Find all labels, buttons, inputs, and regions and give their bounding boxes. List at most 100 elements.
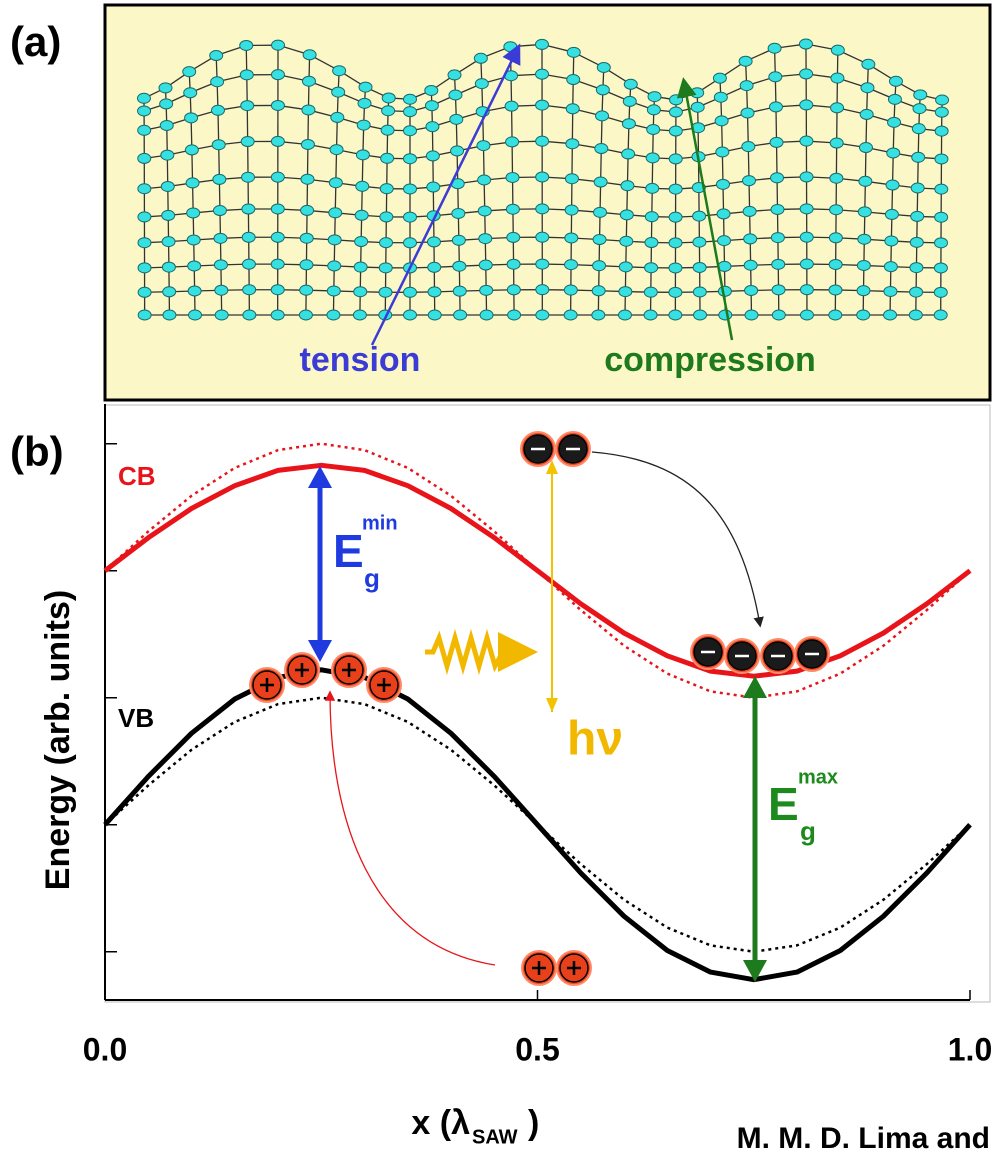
- atom: [534, 38, 549, 50]
- bond: [599, 148, 602, 183]
- atom: [742, 175, 757, 187]
- atom: [186, 207, 201, 219]
- atom: [934, 106, 949, 118]
- atom: [883, 309, 898, 321]
- bond: [865, 114, 868, 148]
- atom: [715, 178, 730, 190]
- atom: [535, 99, 550, 111]
- atom: [643, 286, 658, 298]
- atom: [860, 82, 875, 94]
- atom: [452, 285, 467, 297]
- atom: [449, 113, 464, 125]
- atom: [713, 91, 728, 103]
- panel-label: (b): [10, 428, 64, 475]
- atom: [593, 176, 608, 188]
- compression-label: compression: [604, 341, 816, 379]
- atom: [770, 203, 785, 215]
- atom: [184, 112, 199, 124]
- atom: [302, 49, 317, 61]
- atom: [644, 237, 659, 249]
- x-tick-label: 1.0: [948, 1031, 992, 1067]
- atom: [668, 183, 683, 195]
- atom: [693, 309, 708, 321]
- atom: [242, 284, 257, 296]
- atom: [507, 309, 522, 321]
- tension-label: tension: [300, 341, 421, 379]
- atom: [379, 183, 394, 195]
- atom: [646, 104, 661, 116]
- atom: [137, 105, 152, 117]
- atom: [270, 203, 285, 215]
- atom: [241, 258, 256, 270]
- atom: [643, 309, 658, 321]
- atom: [857, 233, 872, 245]
- atom: [270, 99, 285, 111]
- atom: [161, 261, 176, 273]
- atom: [743, 233, 758, 245]
- atom: [744, 284, 759, 296]
- atom: [885, 179, 900, 191]
- atom: [403, 309, 417, 321]
- atom: [738, 55, 753, 67]
- eg-min-sub: g: [364, 563, 380, 593]
- atom: [856, 309, 871, 321]
- atom: [212, 205, 227, 217]
- atom: [934, 237, 949, 249]
- atom: [565, 103, 580, 115]
- atom: [328, 207, 343, 219]
- atom: [240, 100, 255, 112]
- atom: [742, 205, 757, 217]
- atom: [535, 68, 550, 80]
- atom: [379, 237, 394, 249]
- atom: [798, 38, 813, 50]
- atom: [137, 286, 152, 298]
- atom: [241, 203, 256, 215]
- atom: [301, 104, 316, 116]
- atom: [668, 262, 683, 274]
- atom: [300, 138, 315, 150]
- series-line: [104, 442, 971, 699]
- atom: [767, 42, 782, 54]
- atom: [478, 233, 493, 245]
- atom: [298, 309, 313, 321]
- atom: [799, 309, 814, 321]
- atom: [856, 285, 871, 297]
- atom: [830, 102, 845, 114]
- atom: [591, 285, 606, 297]
- atom: [799, 135, 814, 147]
- photon-label: hν: [567, 713, 623, 766]
- atom: [380, 152, 395, 164]
- atom: [327, 234, 342, 246]
- atom: [214, 284, 229, 296]
- atom: [354, 209, 369, 221]
- atom: [645, 152, 660, 164]
- atom: [239, 39, 254, 51]
- atom: [209, 50, 224, 62]
- eg-max: E: [768, 778, 799, 830]
- atom: [505, 203, 520, 215]
- atom: [137, 211, 152, 223]
- atom: [478, 259, 493, 271]
- atom: [355, 180, 370, 192]
- atom: [504, 100, 519, 112]
- atom: [477, 205, 492, 217]
- atom: [301, 75, 316, 87]
- atom: [160, 180, 175, 192]
- atom: [909, 286, 924, 298]
- atom: [447, 69, 462, 81]
- atom: [214, 309, 229, 321]
- atom: [424, 100, 439, 112]
- x-tick-label: 0.0: [83, 1031, 127, 1067]
- atom: [668, 153, 683, 165]
- atom: [330, 111, 345, 123]
- atom: [933, 309, 948, 321]
- atom: [830, 44, 845, 56]
- atom: [535, 284, 550, 296]
- atom: [381, 105, 396, 117]
- atom: [621, 148, 636, 160]
- atom: [160, 149, 175, 161]
- atom: [828, 232, 843, 244]
- atom: [618, 286, 633, 298]
- atom: [799, 68, 814, 80]
- lattice: [136, 38, 950, 321]
